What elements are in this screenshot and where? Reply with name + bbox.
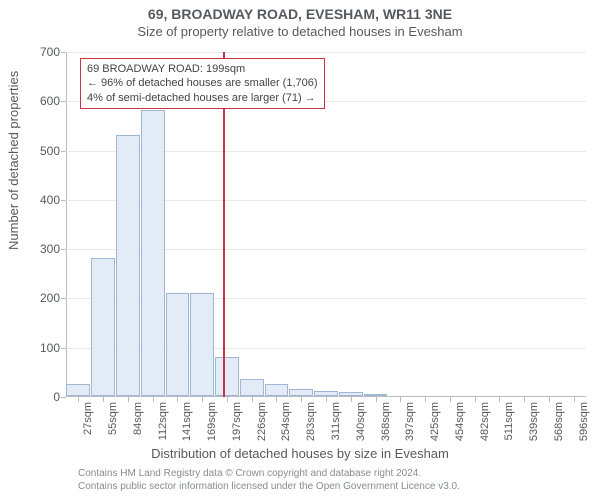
xtick-label: 141sqm	[181, 402, 193, 441]
ytick-label: 100	[20, 341, 60, 355]
xtick-label: 55sqm	[107, 402, 119, 435]
xtick-mark	[128, 397, 129, 402]
xtick-label: 596sqm	[578, 402, 590, 441]
xtick-label: 169sqm	[206, 402, 218, 441]
xtick-label: 482sqm	[479, 402, 491, 441]
xtick-label: 27sqm	[82, 402, 94, 435]
histogram-bar	[240, 379, 264, 396]
xtick-mark	[301, 397, 302, 402]
histogram-bar	[265, 384, 289, 396]
x-axis-label: Distribution of detached houses by size …	[0, 446, 600, 461]
chart-plot: 010020030040050060070027sqm55sqm84sqm112…	[66, 52, 586, 397]
xtick-label: 197sqm	[231, 402, 243, 441]
xtick-mark	[103, 397, 104, 402]
xtick-label: 84sqm	[132, 402, 144, 435]
gridline	[66, 52, 586, 53]
xtick-label: 425sqm	[429, 402, 441, 441]
xtick-label: 340sqm	[355, 402, 367, 441]
xtick-label: 254sqm	[280, 402, 292, 441]
xtick-mark	[177, 397, 178, 402]
footer-line-2: Contains public sector information licen…	[78, 481, 460, 494]
xtick-label: 368sqm	[380, 402, 392, 441]
xtick-mark	[252, 397, 253, 402]
footer-line-1: Contains HM Land Registry data © Crown c…	[78, 468, 460, 481]
xtick-mark	[524, 397, 525, 402]
xtick-label: 112sqm	[157, 402, 169, 440]
histogram-bar	[116, 135, 140, 396]
ytick-mark	[61, 397, 66, 398]
xtick-mark	[425, 397, 426, 402]
marker-info-line: ← 96% of detached houses are smaller (1,…	[87, 76, 318, 90]
xtick-label: 311sqm	[330, 402, 342, 440]
page-subtitle: Size of property relative to detached ho…	[0, 22, 600, 39]
xtick-mark	[227, 397, 228, 402]
y-axis-label: Number of detached properties	[6, 71, 21, 250]
xtick-label: 283sqm	[305, 402, 317, 441]
ytick-mark	[61, 200, 66, 201]
ytick-mark	[61, 249, 66, 250]
histogram-bar	[339, 392, 363, 396]
ytick-label: 0	[20, 390, 60, 404]
xtick-mark	[475, 397, 476, 402]
xtick-mark	[574, 397, 575, 402]
ytick-label: 700	[20, 45, 60, 59]
ytick-label: 400	[20, 193, 60, 207]
ytick-label: 500	[20, 144, 60, 158]
histogram-bar	[91, 258, 115, 396]
xtick-mark	[376, 397, 377, 402]
ytick-mark	[61, 298, 66, 299]
ytick-mark	[61, 151, 66, 152]
histogram-bar	[215, 357, 239, 396]
y-axis-line	[66, 52, 67, 397]
histogram-bar	[190, 293, 214, 397]
xtick-mark	[400, 397, 401, 402]
xtick-mark	[153, 397, 154, 402]
histogram-bar	[141, 110, 165, 396]
xtick-label: 226sqm	[256, 402, 268, 441]
xtick-label: 511sqm	[503, 402, 515, 440]
marker-info-line: 4% of semi-detached houses are larger (7…	[87, 91, 318, 105]
plot-area: 010020030040050060070027sqm55sqm84sqm112…	[66, 52, 586, 397]
xtick-label: 568sqm	[553, 402, 565, 441]
histogram-bar	[364, 394, 388, 396]
marker-info-box: 69 BROADWAY ROAD: 199sqm← 96% of detache…	[80, 58, 325, 109]
marker-info-line: 69 BROADWAY ROAD: 199sqm	[87, 62, 318, 76]
xtick-mark	[450, 397, 451, 402]
xtick-mark	[326, 397, 327, 402]
ytick-mark	[61, 348, 66, 349]
histogram-bar	[66, 384, 90, 396]
ytick-label: 200	[20, 291, 60, 305]
ytick-label: 600	[20, 94, 60, 108]
ytick-mark	[61, 52, 66, 53]
xtick-label: 539sqm	[528, 402, 540, 441]
histogram-bar	[166, 293, 190, 397]
footer-attribution: Contains HM Land Registry data © Crown c…	[78, 468, 460, 493]
xtick-mark	[499, 397, 500, 402]
xtick-mark	[351, 397, 352, 402]
ytick-label: 300	[20, 242, 60, 256]
xtick-label: 397sqm	[404, 402, 416, 441]
xtick-mark	[549, 397, 550, 402]
histogram-bar	[289, 389, 313, 396]
histogram-bar	[314, 391, 338, 396]
xtick-mark	[202, 397, 203, 402]
ytick-mark	[61, 101, 66, 102]
xtick-mark	[276, 397, 277, 402]
xtick-mark	[78, 397, 79, 402]
page-title: 69, BROADWAY ROAD, EVESHAM, WR11 3NE	[0, 0, 600, 22]
xtick-label: 454sqm	[454, 402, 466, 441]
